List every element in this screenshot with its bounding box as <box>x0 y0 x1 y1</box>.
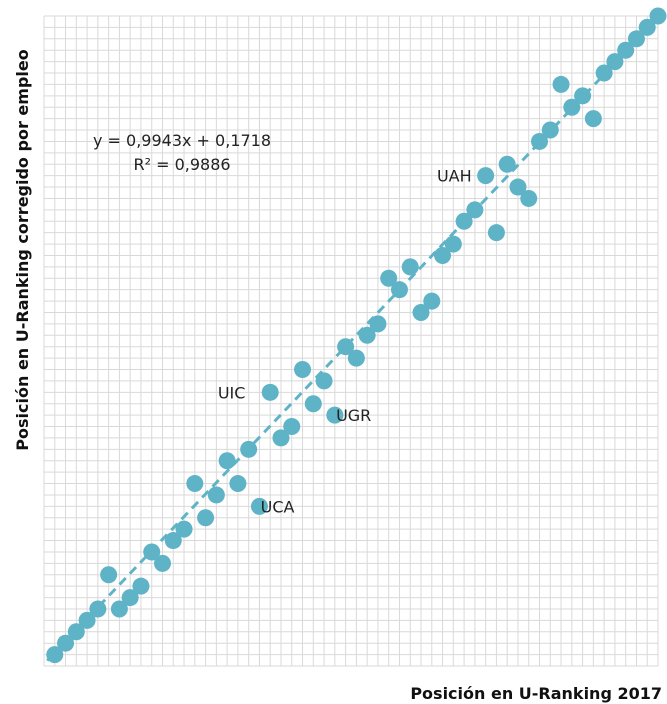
data-point <box>347 349 365 367</box>
annotation-uah: UAH <box>437 167 472 186</box>
data-point <box>520 189 538 207</box>
y-axis-title: Posición en U-Ranking corregido por empl… <box>13 49 32 450</box>
data-point <box>67 623 85 641</box>
data-point <box>229 475 247 493</box>
data-point <box>89 600 107 618</box>
data-point <box>380 269 398 287</box>
data-point <box>563 98 581 116</box>
data-point <box>477 167 495 185</box>
data-point <box>358 326 376 344</box>
data-point <box>574 87 592 105</box>
annotation-ugr: UGR <box>336 406 371 425</box>
data-point <box>46 646 64 664</box>
data-point <box>175 520 193 538</box>
data-point <box>412 303 430 321</box>
data-points <box>46 7 667 664</box>
data-point <box>552 75 570 93</box>
plot-gridlines <box>43 15 659 667</box>
data-point <box>487 224 505 242</box>
data-point <box>261 383 279 401</box>
annotation-uic: UIC <box>218 383 246 402</box>
data-point <box>197 509 215 527</box>
data-point <box>272 429 290 447</box>
data-point <box>541 121 559 139</box>
data-point <box>283 418 301 436</box>
data-point <box>121 589 139 607</box>
data-point <box>57 634 75 652</box>
data-point <box>294 361 312 379</box>
data-point <box>250 497 268 515</box>
data-point <box>509 178 527 196</box>
data-point <box>315 372 333 390</box>
data-point <box>434 246 452 264</box>
data-point <box>218 452 236 470</box>
point-annotations: UAH UIC UGR UCA <box>218 167 472 517</box>
data-point <box>207 486 225 504</box>
data-point <box>186 475 204 493</box>
data-point <box>100 566 118 584</box>
data-point <box>584 110 602 128</box>
data-point <box>423 292 441 310</box>
data-point <box>240 440 258 458</box>
x-axis-title: Posición en U-Ranking 2017 <box>410 684 662 703</box>
data-point <box>401 258 419 276</box>
data-point <box>369 315 387 333</box>
data-point <box>531 132 549 150</box>
data-point <box>110 600 128 618</box>
data-point <box>649 7 667 25</box>
data-point <box>606 53 624 71</box>
data-point <box>617 41 635 59</box>
trendline-r2: R² = 0,9886 <box>133 155 230 174</box>
data-point <box>444 235 462 253</box>
data-point <box>390 281 408 299</box>
trendline <box>46 16 660 662</box>
data-point <box>595 64 613 82</box>
data-point <box>466 201 484 219</box>
data-point <box>337 338 355 356</box>
data-point <box>78 611 96 629</box>
data-point <box>143 543 161 561</box>
trendline-equation: y = 0,9943x + 0,1718 <box>93 131 271 150</box>
data-point <box>498 155 516 173</box>
data-point <box>164 532 182 550</box>
data-point <box>627 30 645 48</box>
data-point <box>326 406 344 424</box>
data-point <box>153 554 171 572</box>
data-point <box>132 577 150 595</box>
annotation-uca: UCA <box>261 497 295 516</box>
data-point <box>304 395 322 413</box>
data-point <box>455 212 473 230</box>
data-point <box>638 18 656 36</box>
